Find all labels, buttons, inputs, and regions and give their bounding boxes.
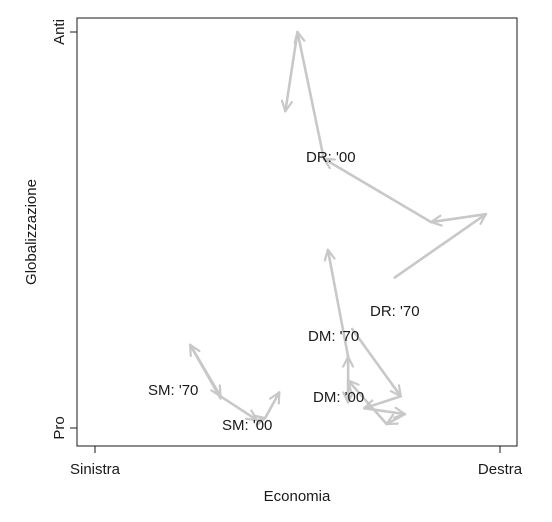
dm-start-label: DM: '70 [308, 328, 359, 345]
sm-trajectory-arrow-2 [188, 343, 222, 398]
y-axis-title: Globalizzazione [23, 179, 40, 285]
dr-start-label: DR: '70 [370, 303, 420, 320]
sm-trajectory-arrow-5 [263, 391, 281, 420]
dm-trajectory-arrow-4 [385, 412, 407, 426]
dm-trajectory-arrow-8 [328, 248, 350, 359]
dm-trajectory-arrow-5 [346, 379, 388, 426]
dm-trajectory-arrow-1 [350, 327, 403, 398]
dr-trajectory-arrow-2 [429, 212, 488, 222]
x-tick-label-sinistra: Sinistra [70, 461, 121, 478]
dr-trajectory-arrow-1 [393, 212, 488, 279]
dr-trajectory-arrow-3 [322, 157, 433, 224]
dr-trajectory-arrow-4 [298, 30, 326, 161]
sm-trajectory-arrow-4 [257, 418, 267, 420]
sm-trajectory-arrow-3 [219, 395, 259, 422]
trajectories-layer [188, 30, 488, 426]
dr-trajectory-arrow-5 [285, 30, 299, 113]
dr-end-label: DR: '00 [306, 149, 356, 166]
x-tick-label-destra: Destra [478, 461, 523, 478]
sm-start-label: SM: '70 [148, 382, 198, 399]
y-tick-label-pro: Pro [51, 416, 68, 439]
y-tick-label-anti: Anti [51, 19, 68, 45]
sm-end-label: SM: '00 [222, 417, 272, 434]
x-axis-title: Economia [264, 488, 331, 505]
dm-trajectory-arrow-3 [363, 408, 407, 414]
dm-end-label: DM: '00 [313, 389, 364, 406]
plot-area [76, 17, 518, 447]
